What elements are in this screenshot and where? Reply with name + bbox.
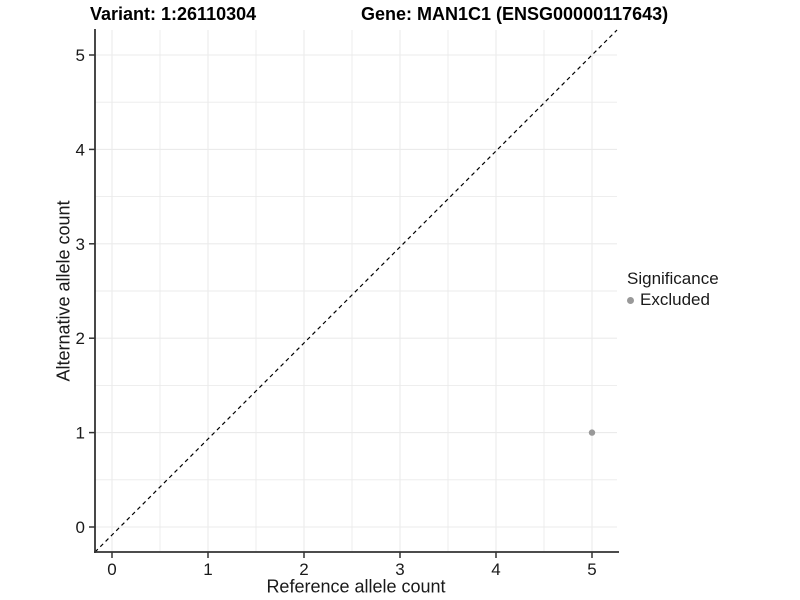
x-tick-label: 5 xyxy=(587,560,596,579)
y-tick-label: 3 xyxy=(76,235,85,254)
y-tick-label: 5 xyxy=(76,46,85,65)
legend: Significance Excluded xyxy=(627,269,719,310)
y-tick-label: 2 xyxy=(76,329,85,348)
x-tick-label: 3 xyxy=(395,560,404,579)
x-tick-label: 2 xyxy=(299,560,308,579)
y-tick-label: 1 xyxy=(76,424,85,443)
y-tick-label: 4 xyxy=(76,140,85,159)
identity-line xyxy=(94,29,618,553)
x-tick-label: 1 xyxy=(203,560,212,579)
legend-title: Significance xyxy=(627,269,719,288)
x-axis-title: Reference allele count xyxy=(266,576,446,597)
x-tick-label: 0 xyxy=(107,560,116,579)
data-point xyxy=(588,429,596,436)
x-tick-label: 4 xyxy=(491,560,500,579)
gene-title: Gene: MAN1C1 (ENSG00000117643) xyxy=(361,4,669,24)
legend-item-excluded: Excluded xyxy=(627,290,719,310)
y-tick-label: 0 xyxy=(76,518,85,537)
variant-title: Variant: 1:26110304 xyxy=(90,4,257,24)
legend-item-label: Excluded xyxy=(640,290,710,309)
legend-point-icon xyxy=(627,296,634,304)
y-axis-title: Alternative allele count xyxy=(53,200,74,382)
